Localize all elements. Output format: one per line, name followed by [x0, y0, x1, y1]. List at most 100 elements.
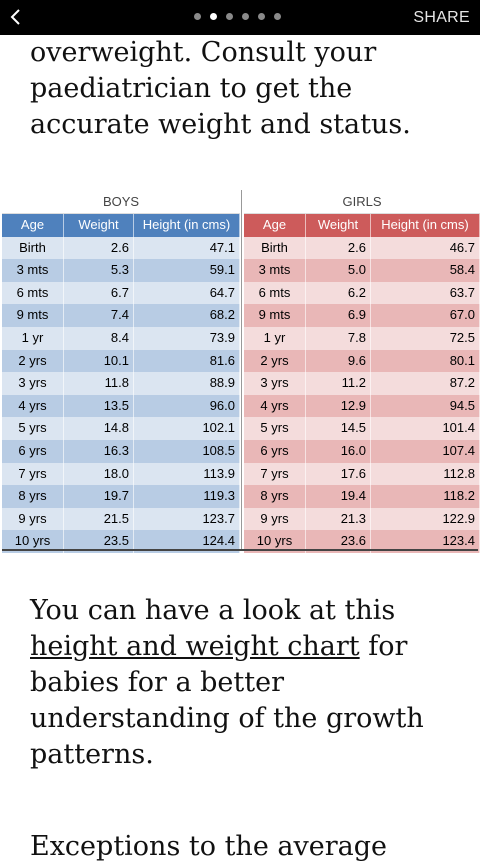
girls-table-cell: 6.9	[306, 304, 371, 327]
boys-table-cell: 7.4	[64, 304, 134, 327]
girls-table-cell: 3 mts	[244, 259, 306, 282]
back-arrow-icon[interactable]	[8, 5, 24, 29]
girls-table-cell: 10 yrs	[244, 530, 306, 553]
para2-text-after: for babies for a better understanding of…	[30, 631, 424, 770]
boys-table-row: Birth 2.6 47.1	[2, 236, 240, 260]
boys-table-row: 6 yrs 16.3 108.5	[2, 439, 240, 463]
boys-table-row: 7 yrs 18.0 113.9	[2, 462, 240, 486]
girls-table: GIRLS Age Weight Height (in cms) Birth 2.6 46.…	[244, 190, 480, 553]
girls-column-header: Weight	[306, 214, 371, 237]
boys-table-row: 1 yr 8.4 73.9	[2, 326, 240, 350]
boys-table-cell: 124.4	[134, 530, 240, 553]
boys-table-cell: 10.1	[64, 349, 134, 373]
girls-table-cell: 6 yrs	[244, 439, 306, 463]
boys-table-row: 3 yrs 11.8 88.9	[2, 372, 240, 395]
girls-table-cell: 9 yrs	[244, 507, 306, 531]
girls-table-cell: 107.4	[371, 439, 480, 463]
girls-table-row: 1 yr 7.8 72.5	[244, 326, 480, 350]
boys-table-cell: 7 yrs	[2, 462, 64, 486]
girls-table-cell: 87.2	[371, 372, 480, 395]
girls-table-row: Birth 2.6 46.7	[244, 236, 480, 260]
boys-table-cell: 23.5	[64, 530, 134, 553]
boys-table-cell: 21.5	[64, 507, 134, 531]
girls-table-cell: 3 yrs	[244, 372, 306, 395]
girls-table-cell: 17.6	[306, 462, 371, 486]
girls-table-cell: 5 yrs	[244, 417, 306, 440]
boys-table-row: 10 yrs 23.5 124.4	[2, 530, 240, 553]
boys-table-cell: 1 yr	[2, 326, 64, 350]
girls-table-cell: 4 yrs	[244, 394, 306, 418]
page-dot	[210, 13, 217, 20]
boys-table-cell: 5.3	[64, 259, 134, 282]
boys-table-row: 4 yrs 13.5 96.0	[2, 394, 240, 418]
boys-table-cell: 18.0	[64, 462, 134, 486]
paragraph-consult: overweight. Consult your paediatrician t…	[30, 37, 411, 140]
girls-table-cell: 6.2	[306, 281, 371, 305]
girls-table-row: 9 yrs 21.3 122.9	[244, 507, 480, 531]
boys-table-cell: 9 yrs	[2, 507, 64, 531]
girls-table-cell: 12.9	[306, 394, 371, 418]
growth-chart-table: BOYS Age Weight Height (in cms) Birth 2.6 47.1…	[2, 190, 480, 553]
boys-table-cell: 59.1	[134, 259, 240, 282]
boys-table: BOYS Age Weight Height (in cms) Birth 2.6 47.1…	[2, 190, 240, 553]
page-dot	[274, 13, 281, 20]
boys-table-row: 9 yrs 21.5 123.7	[2, 507, 240, 531]
girls-table-row: 10 yrs 23.6 123.4	[244, 530, 480, 553]
boys-table-cell: 96.0	[134, 394, 240, 418]
paragraph-chart-reference: You can have a look at this height and w…	[30, 593, 460, 773]
boys-table-cell: 81.6	[134, 349, 240, 373]
girls-table-cell: 118.2	[371, 485, 480, 508]
page-dot	[226, 13, 233, 20]
girls-table-cell: 58.4	[371, 259, 480, 282]
boys-table-cell: 5 yrs	[2, 417, 64, 440]
boys-table-row: 5 yrs 14.8 102.1	[2, 417, 240, 440]
boys-column-header: Height (in cms)	[134, 214, 240, 237]
girls-table-cell: 122.9	[371, 507, 480, 531]
boys-table-cell: 6 yrs	[2, 439, 64, 463]
girls-table-row: 6 mts 6.2 63.7	[244, 281, 480, 305]
boys-table-cell: 8.4	[64, 326, 134, 350]
boys-table-cell: 6 mts	[2, 281, 64, 305]
girls-table-cell: 19.4	[306, 485, 371, 508]
boys-table-cell: 4 yrs	[2, 394, 64, 418]
girls-table-row: 8 yrs 19.4 118.2	[244, 485, 480, 508]
table-bottom-rule	[2, 549, 478, 551]
boys-table-cell: 108.5	[134, 439, 240, 463]
girls-table-row: 9 mts 6.9 67.0	[244, 304, 480, 327]
girls-table-cell: Birth	[244, 236, 306, 260]
girls-table-row: 3 yrs 11.2 87.2	[244, 372, 480, 395]
boys-table-cell: 2.6	[64, 236, 134, 260]
boys-table-row: 3 mts 5.3 59.1	[2, 259, 240, 282]
girls-table-row: 5 yrs 14.5 101.4	[244, 417, 480, 440]
girls-table-cell: 23.6	[306, 530, 371, 553]
boys-table-row: 8 yrs 19.7 119.3	[2, 485, 240, 508]
girls-table-cell: 63.7	[371, 281, 480, 305]
boys-table-cell: 3 mts	[2, 259, 64, 282]
boys-table-cell: 64.7	[134, 281, 240, 305]
girls-table-row: 2 yrs 9.6 80.1	[244, 349, 480, 373]
top-bar: SHARE	[0, 0, 480, 35]
boys-table-cell: 16.3	[64, 439, 134, 463]
girls-table-row: 7 yrs 17.6 112.8	[244, 462, 480, 486]
boys-table-cell: 19.7	[64, 485, 134, 508]
boys-table-cell: 47.1	[134, 236, 240, 260]
girls-table-cell: 8 yrs	[244, 485, 306, 508]
boys-table-cell: 14.8	[64, 417, 134, 440]
boys-table-row: 2 yrs 10.1 81.6	[2, 349, 240, 373]
girls-table-cell: 80.1	[371, 349, 480, 373]
girls-table-cell: 1 yr	[244, 326, 306, 350]
boys-title: BOYS	[2, 190, 240, 214]
para2-text-before: You can have a look at this	[30, 595, 396, 626]
girls-table-cell: 112.8	[371, 462, 480, 486]
height-weight-chart-link[interactable]: height and weight chart	[30, 631, 360, 662]
girls-table-cell: 2.6	[306, 236, 371, 260]
page-dot	[258, 13, 265, 20]
section-heading-exceptions: Exceptions to the average	[30, 831, 387, 862]
girls-table-cell: 94.5	[371, 394, 480, 418]
boys-table-cell: 123.7	[134, 507, 240, 531]
girls-title: GIRLS	[244, 190, 480, 214]
boys-table-cell: 6.7	[64, 281, 134, 305]
girls-table-row: 4 yrs 12.9 94.5	[244, 394, 480, 418]
share-button[interactable]: SHARE	[413, 9, 470, 26]
boys-table-cell: 73.9	[134, 326, 240, 350]
